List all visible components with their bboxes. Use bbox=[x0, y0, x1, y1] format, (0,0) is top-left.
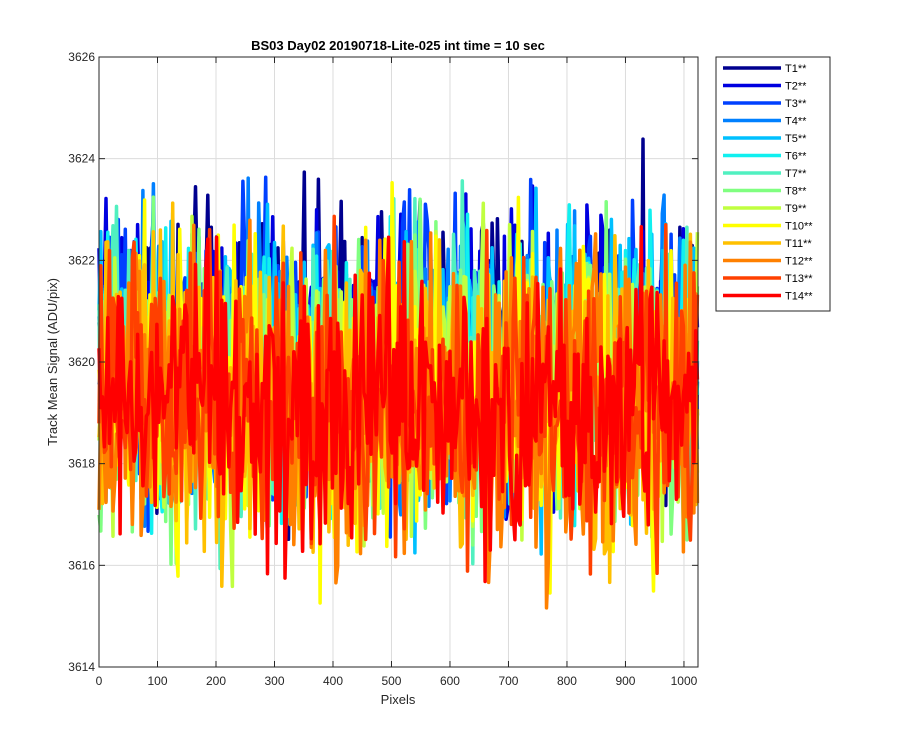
y-tick-label: 3626 bbox=[68, 50, 95, 64]
y-tick-label: 3620 bbox=[68, 355, 95, 369]
legend-entry-label: T2** bbox=[785, 81, 807, 93]
chart-title: BS03 Day02 20190718-Lite-025 int time = … bbox=[251, 38, 545, 53]
legend-box bbox=[715, 56, 831, 312]
x-tick-label: 800 bbox=[557, 674, 577, 688]
x-axis-label: Pixels bbox=[381, 692, 416, 707]
legend-entry-label: T8** bbox=[785, 186, 807, 198]
y-tick-label: 3614 bbox=[68, 660, 95, 674]
y-tick-label: 3616 bbox=[68, 558, 95, 572]
x-tick-label: 900 bbox=[615, 674, 635, 688]
x-tick-label: 300 bbox=[264, 674, 284, 688]
legend-entry-label: T4** bbox=[785, 116, 807, 128]
series-layer bbox=[97, 137, 700, 610]
legend-entry-label: T12** bbox=[785, 256, 813, 268]
x-tick-label: 600 bbox=[440, 674, 460, 688]
legend-entry-label: T13** bbox=[785, 273, 813, 285]
legend-entry-label: T10** bbox=[785, 221, 813, 233]
legend-entry-label: T3** bbox=[785, 98, 807, 110]
legend-entry-label: T14** bbox=[785, 291, 813, 303]
x-tick-label: 700 bbox=[498, 674, 518, 688]
x-tick-label: 100 bbox=[147, 674, 167, 688]
legend: T1** T2** T3** T4** T5** T6** T7** T8** T9** T10*… bbox=[715, 56, 831, 312]
x-tick-label: 400 bbox=[323, 674, 343, 688]
axes: 0 100 200 300 400 500 600 700 800 900 1000 3614 3616… bbox=[68, 50, 698, 688]
x-tick-label: 500 bbox=[381, 674, 401, 688]
legend-entry-label: T1** bbox=[785, 63, 807, 75]
y-tick-label: 3622 bbox=[68, 253, 95, 267]
legend-entry-label: T11** bbox=[785, 238, 812, 250]
legend-entry-label: T9** bbox=[785, 203, 807, 215]
series-line bbox=[97, 225, 700, 584]
legend-entry-label: T6** bbox=[785, 151, 807, 163]
x-tick-label: 200 bbox=[206, 674, 226, 688]
y-axis-label: Track Mean Signal (ADU/pix) bbox=[45, 278, 60, 446]
x-tick-label: 1000 bbox=[671, 674, 698, 688]
legend-entry-label: T5** bbox=[785, 133, 807, 145]
y-tick-label: 3618 bbox=[68, 457, 95, 471]
x-tick-label: 0 bbox=[96, 674, 103, 688]
y-tick-label: 3624 bbox=[68, 152, 95, 166]
legend-entry-label: T7** bbox=[785, 168, 807, 180]
